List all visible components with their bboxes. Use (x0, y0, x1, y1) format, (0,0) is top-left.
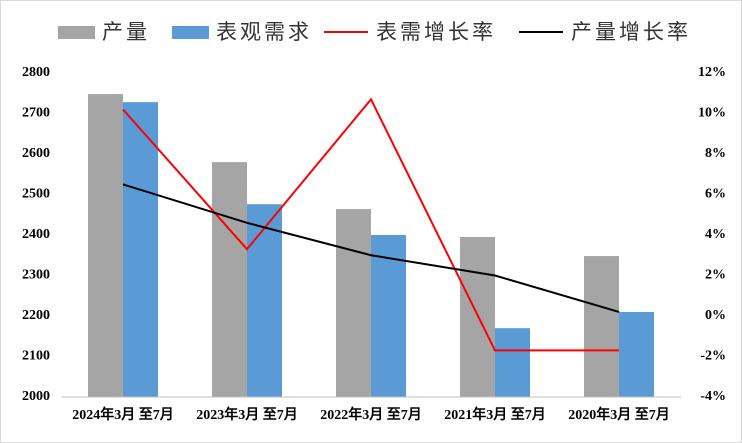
y2-tick-label: -2% (700, 349, 726, 364)
x-tick-label: 2020年3月 至7月 (568, 406, 670, 423)
bar (212, 162, 247, 397)
x-tick-label: 2024年3月 至7月 (72, 406, 174, 423)
legend-label: 产量 (102, 20, 150, 44)
x-tick-label: 2021年3月 至7月 (444, 406, 546, 423)
y2-tick-label: 10% (698, 106, 726, 121)
y2-tick-label: -4% (700, 389, 726, 404)
bar (247, 204, 282, 397)
bar (336, 209, 371, 397)
legend-label: 表需增长率 (376, 20, 496, 44)
legend-swatch (172, 26, 209, 39)
y2-tick-label: 4% (705, 227, 726, 242)
x-tick-label: 2023年3月 至7月 (196, 406, 298, 423)
y2-tick-label: 0% (705, 308, 726, 323)
bar (619, 311, 654, 397)
bar (495, 328, 530, 397)
line-series (122, 183, 620, 313)
legend-label: 产量增长率 (571, 20, 691, 44)
y-tick-label: 2800 (22, 65, 50, 80)
y-tick-label: 2400 (22, 227, 50, 242)
y2-tick-label: 2% (705, 268, 726, 283)
y2-tick-label: 6% (705, 187, 726, 202)
line-series (122, 97, 619, 352)
legend-swatch (58, 26, 95, 39)
y-tick-label: 2600 (22, 146, 50, 161)
y-tick-label: 2200 (22, 308, 50, 323)
bar (371, 235, 406, 397)
y-tick-label: 2100 (22, 349, 50, 364)
y-tick-label: 2700 (22, 106, 50, 121)
bar (584, 256, 619, 397)
bar (123, 102, 158, 397)
y2-tick-label: 8% (705, 146, 726, 161)
x-tick-label: 2022年3月 至7月 (320, 406, 422, 423)
y-tick-label: 2500 (22, 187, 50, 202)
y2-tick-label: 12% (698, 65, 726, 80)
y-tick-label: 2000 (22, 389, 50, 404)
y-tick-label: 2300 (22, 268, 50, 283)
bar (88, 94, 123, 397)
legend-label: 表观需求 (216, 20, 312, 44)
